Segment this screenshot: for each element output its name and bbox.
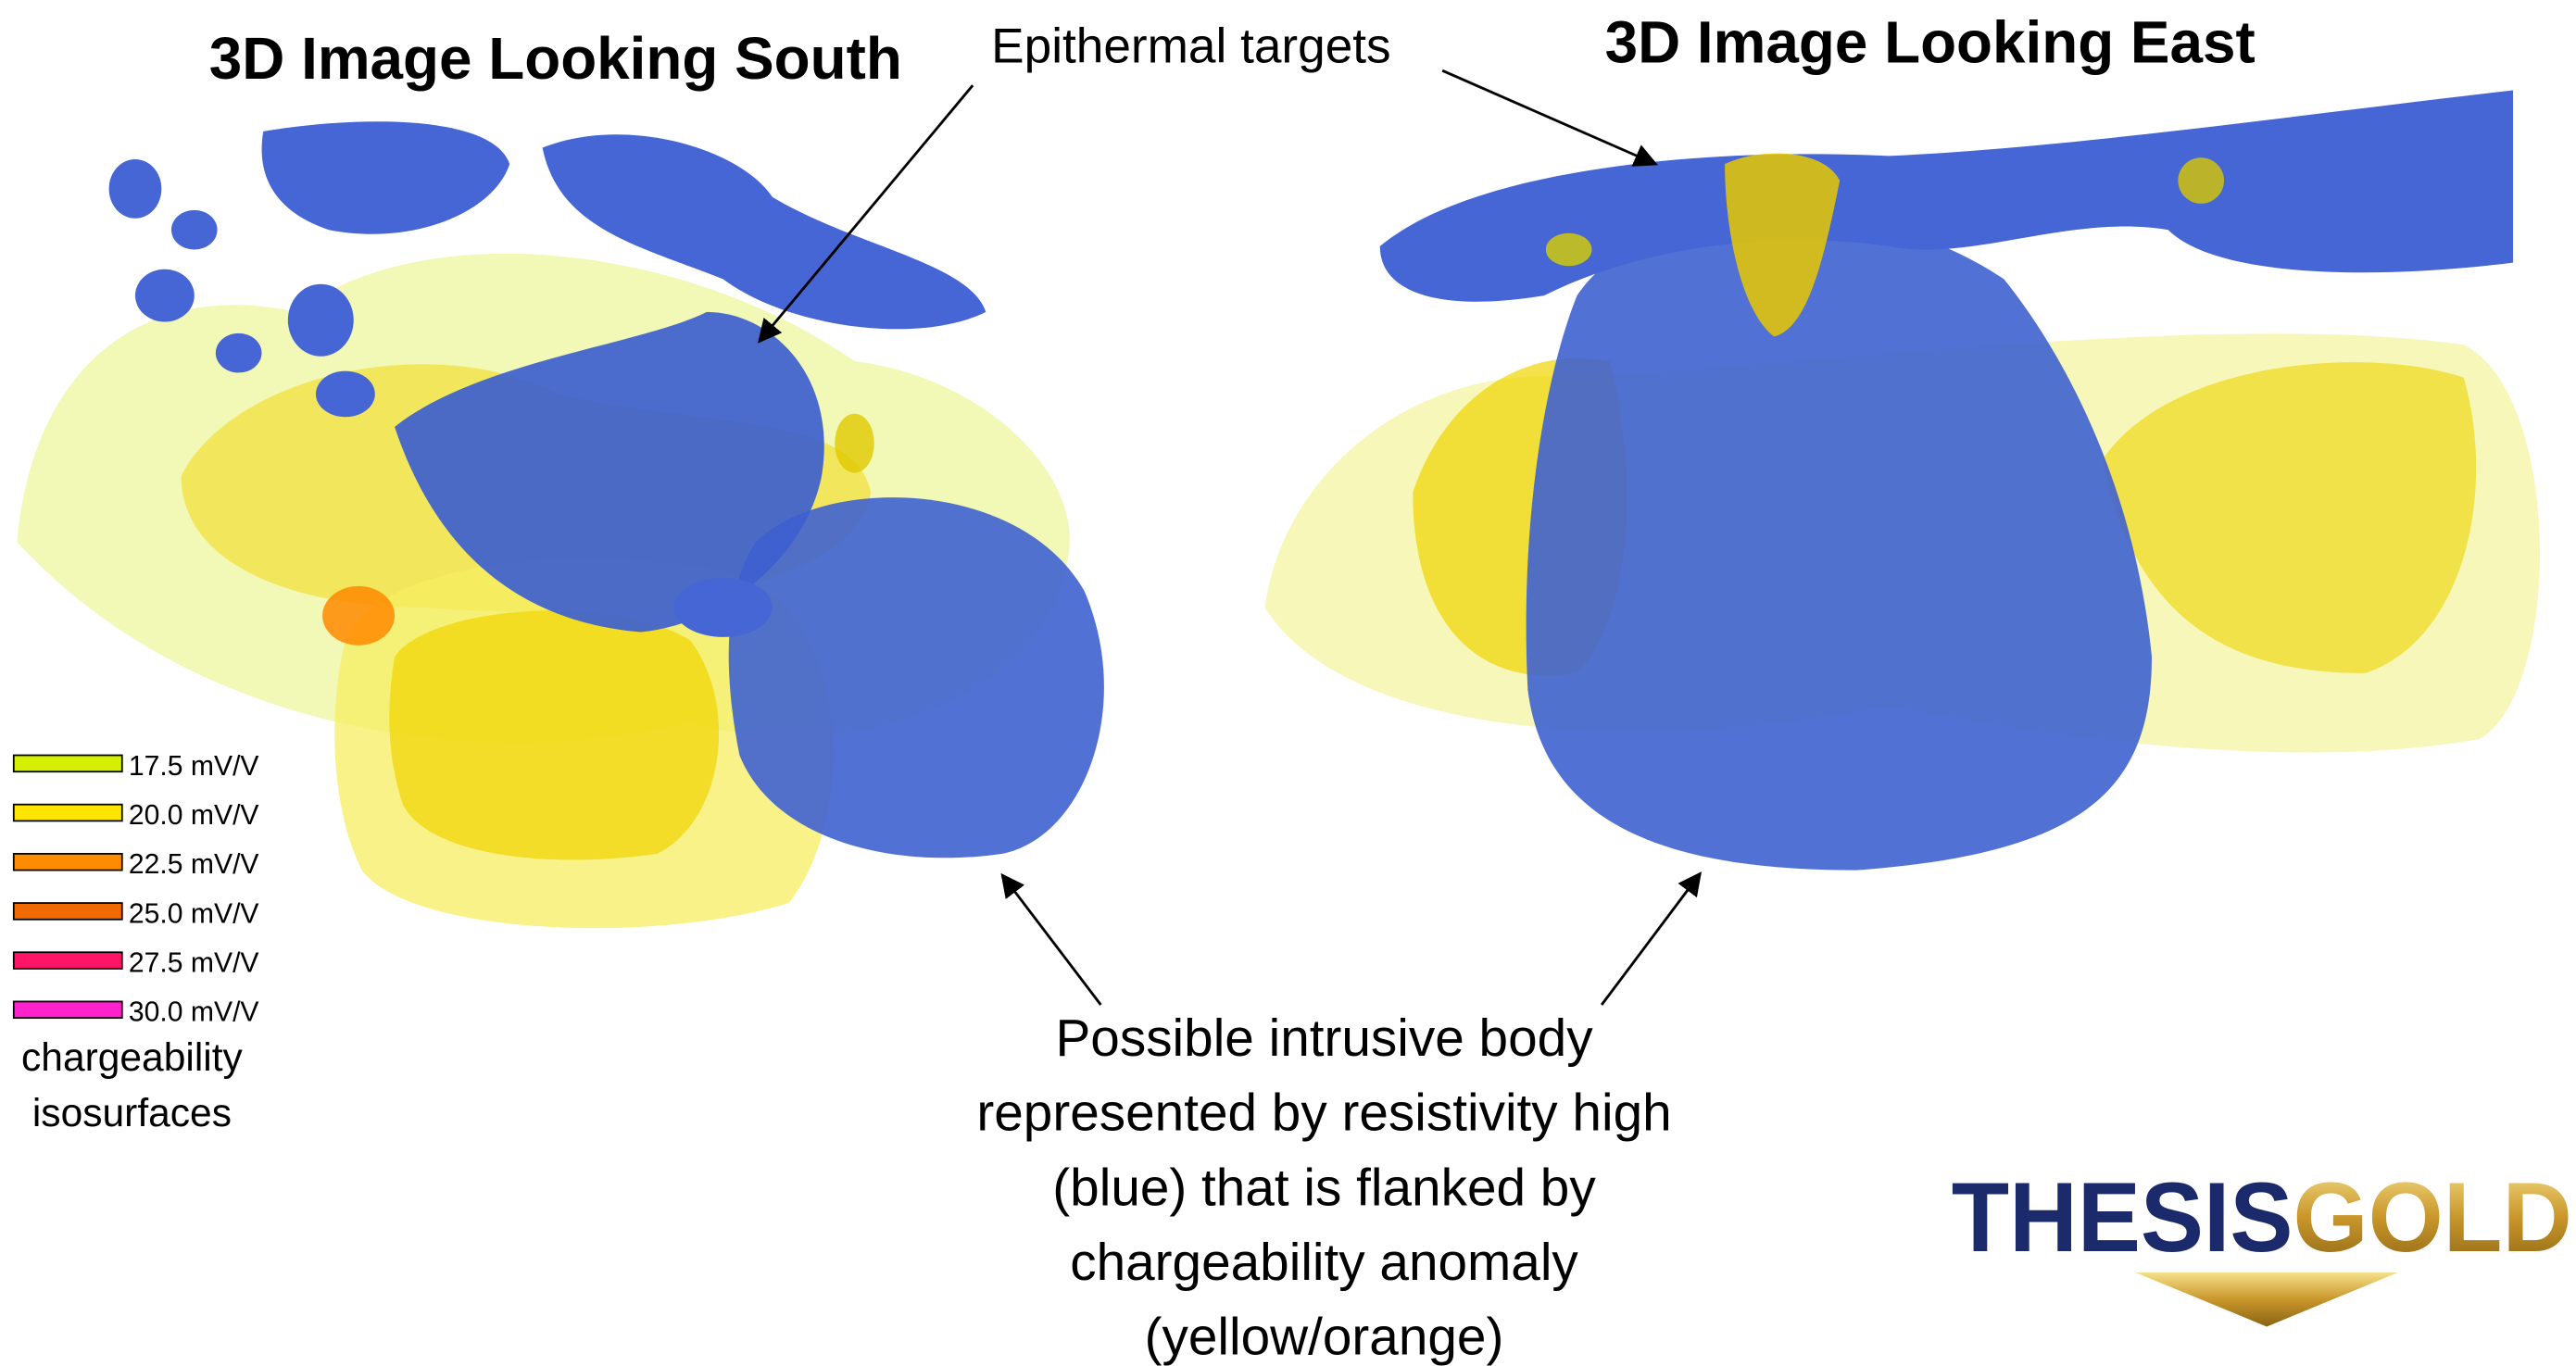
legend-label: 25.0 mV/V	[129, 898, 259, 929]
legend-caption: isosurfaces	[32, 1091, 232, 1135]
legend-swatch	[12, 803, 123, 822]
description-line: Possible intrusive body	[1055, 1009, 1593, 1068]
legend-label: 20.0 mV/V	[129, 800, 259, 831]
description-line: (blue) that is flanked by	[1052, 1159, 1596, 1217]
legend-label: 22.5 mV/V	[129, 849, 259, 880]
legend-swatch	[12, 902, 123, 921]
description: Possible intrusive body represented by re…	[976, 1009, 1671, 1366]
legend-caption: chargeability	[21, 1035, 244, 1080]
legend-swatch	[12, 1000, 123, 1020]
east-view	[1264, 90, 2540, 871]
legend-swatch	[12, 951, 123, 970]
left-title: 3D Image Looking South	[209, 25, 902, 92]
legend-label: 30.0 mV/V	[129, 997, 259, 1028]
legend-swatch	[12, 852, 123, 871]
logo-chevron	[2135, 1272, 2398, 1327]
legend-label: 27.5 mV/V	[129, 948, 259, 979]
legend-swatch	[12, 754, 123, 773]
description-line: (yellow/orange)	[1145, 1309, 1504, 1366]
logo-text: GOLD	[2293, 1162, 2571, 1272]
description-line: represented by resistivity high	[976, 1084, 1671, 1143]
arrows	[758, 69, 1703, 1006]
right-title: 3D Image Looking East	[1605, 8, 2256, 75]
legend: 17.5 mV/V 20.0 mV/V 22.5 mV/V 25.0 mV/V 27.5…	[12, 751, 259, 1028]
logo-text: THESIS	[1952, 1162, 2293, 1272]
description-line: chargeability anomaly	[1070, 1234, 1578, 1292]
south-view	[17, 121, 1104, 929]
legend-label: 17.5 mV/V	[129, 751, 259, 782]
callout: Epithermal targets	[991, 19, 1390, 73]
logo: THESIS GOLD	[1952, 1162, 2572, 1327]
